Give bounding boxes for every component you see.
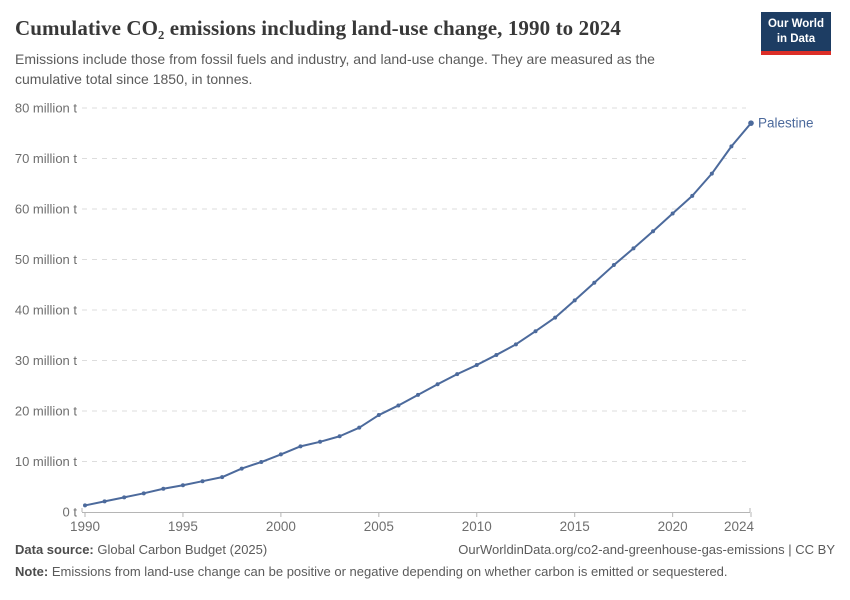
data-point[interactable] [631, 246, 636, 251]
data-point[interactable] [337, 434, 342, 439]
data-point[interactable] [690, 193, 695, 198]
data-point[interactable] [592, 280, 597, 285]
data-source-text: Data source: Global Carbon Budget (2025) [15, 542, 267, 557]
data-source-value: Global Carbon Budget (2025) [97, 542, 268, 557]
x-tick-label: 2020 [658, 519, 688, 534]
data-point[interactable] [161, 486, 166, 491]
data-point[interactable] [122, 495, 127, 500]
data-point[interactable] [474, 363, 479, 368]
data-point[interactable] [357, 425, 362, 430]
y-tick-label: 20 million t [15, 404, 78, 419]
owid-logo[interactable]: Our World in Data [760, 12, 831, 55]
page-title: Cumulative CO₂ emissions including land-… [15, 16, 622, 40]
y-tick-label: 30 million t [15, 353, 78, 368]
data-point[interactable] [200, 479, 205, 484]
data-point[interactable] [729, 144, 734, 149]
data-point[interactable] [553, 315, 558, 320]
note-value: Emissions from land-use change can be po… [51, 564, 728, 579]
credit-link[interactable]: OurWorldinData.org/co2-and-greenhouse-ga… [458, 542, 835, 557]
y-tick-label: 40 million t [15, 303, 78, 318]
data-point[interactable] [102, 499, 107, 504]
data-point[interactable] [494, 352, 499, 357]
data-point[interactable] [416, 392, 420, 397]
data-point[interactable] [748, 120, 754, 126]
data-point[interactable] [396, 403, 401, 408]
chart-subtitle: Emissions include those from fossil fuel… [15, 51, 655, 88]
x-tick-label: 2000 [266, 519, 296, 534]
x-tick-label: 2010 [462, 519, 492, 534]
chart-area: 0 t 10 million t 20 million t 30 million t 4… [0, 95, 850, 540]
data-point[interactable] [376, 413, 381, 418]
data-point[interactable] [141, 491, 146, 496]
data-point[interactable] [239, 466, 244, 471]
data-point[interactable] [572, 298, 577, 303]
note-label: Note: [15, 564, 49, 579]
data-point[interactable] [180, 483, 185, 488]
data-point[interactable] [298, 444, 303, 449]
data-point[interactable] [220, 475, 225, 480]
data-point[interactable] [83, 503, 87, 508]
y-tick-label: 70 million t [15, 151, 78, 166]
owid-logo-line2: in Data [776, 32, 816, 45]
data-point[interactable] [259, 460, 264, 465]
data-point[interactable] [455, 372, 460, 377]
chart-footer: Data source: Global Carbon Budget (2025)… [15, 542, 835, 579]
y-tick-label: 80 million t [15, 101, 78, 116]
chart-header: Cumulative CO₂ emissions including land-… [15, 12, 835, 90]
data-source-label: Data source: [15, 542, 94, 557]
data-point[interactable] [435, 382, 440, 387]
y-tick-label: 10 million t [15, 454, 78, 469]
series-line-palestine [84, 122, 752, 507]
y-tick-label: 50 million t [15, 252, 78, 267]
data-point[interactable] [513, 342, 518, 347]
x-tick-label: 1990 [70, 519, 100, 534]
data-point[interactable] [651, 229, 656, 234]
data-point[interactable] [533, 329, 538, 334]
data-point[interactable] [318, 439, 323, 444]
data-point[interactable] [611, 263, 616, 268]
data-point[interactable] [709, 171, 714, 176]
owid-logo-line1: Our World [767, 18, 824, 30]
data-point[interactable] [278, 452, 283, 457]
y-tick-label: 60 million t [15, 202, 78, 217]
x-tick-label: 2024 [724, 519, 755, 534]
series-label-palestine[interactable]: Palestine [758, 116, 814, 131]
x-tick-label: 2005 [364, 519, 394, 534]
x-tick-label: 2015 [560, 519, 590, 534]
chart-note: Note: Emissions from land-use change can… [15, 564, 835, 579]
chart-canvas[interactable]: 0 t 10 million t 20 million t 30 million t 4… [0, 95, 850, 540]
x-tick-label: 1995 [168, 519, 198, 534]
data-point[interactable] [670, 211, 675, 216]
y-tick-label: 0 t [63, 505, 78, 520]
